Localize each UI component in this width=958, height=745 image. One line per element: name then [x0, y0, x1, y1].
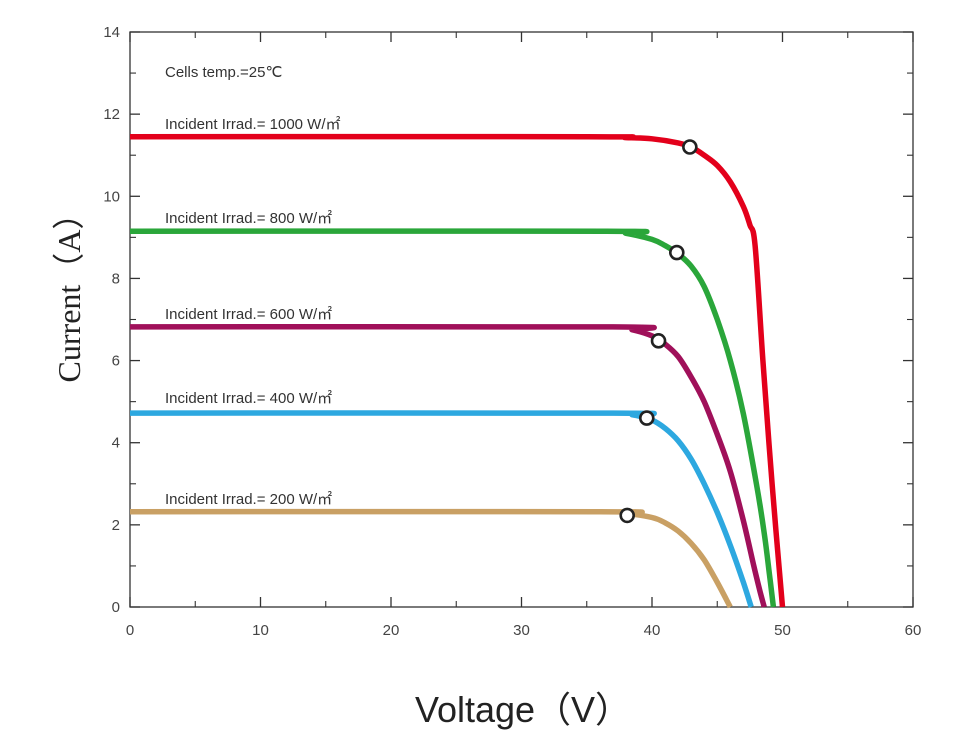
annotation-irrad-400: Incident Irrad.= 400 W/㎡ [165, 390, 332, 407]
x-tick-label: 60 [905, 622, 922, 639]
x-tick-label: 0 [126, 622, 134, 639]
mpp-point-2 [650, 333, 667, 349]
y-tick-label: 2 [112, 517, 120, 534]
series-line-3 [129, 410, 754, 608]
mpp-point-1 [668, 244, 685, 261]
mpp-point-0 [682, 139, 698, 155]
annotation-cells-temp: Cells temp.=25℃ [165, 64, 282, 81]
series-line-4 [129, 508, 733, 609]
x-tick-label: 50 [774, 622, 791, 639]
axis-ticks: 0 10 20 30 40 50 60 0 2 4 6 8 10 12 14 [103, 24, 921, 639]
y-tick-label: 6 [112, 353, 120, 370]
y-tick-label: 10 [103, 188, 120, 205]
mpp-markers [619, 139, 698, 524]
x-tick-label: 40 [644, 622, 661, 639]
y-tick-label: 12 [103, 106, 120, 123]
series-line-2 [129, 323, 767, 608]
y-axis-label: Current（A） [51, 198, 87, 383]
annotation-irrad-600: Incident Irrad.= 600 W/㎡ [165, 306, 332, 323]
annotation-irrad-800: Incident Irrad.= 800 W/㎡ [165, 210, 332, 227]
annotation-irrad-200: Incident Irrad.= 200 W/㎡ [165, 491, 332, 508]
y-tick-label: 0 [112, 599, 120, 616]
x-tick-label: 10 [252, 622, 269, 639]
y-tick-label: 14 [103, 24, 120, 41]
mpp-point-4 [619, 507, 636, 524]
series-group [129, 133, 786, 609]
mpp-point-3 [638, 410, 655, 426]
x-axis-label: Voltage（V） [415, 689, 631, 730]
y-tick-label: 4 [112, 435, 120, 452]
y-tick-label: 8 [112, 270, 120, 287]
x-tick-label: 30 [513, 622, 530, 639]
series-line-0 [129, 133, 786, 608]
x-tick-label: 20 [383, 622, 400, 639]
series-line-1 [129, 228, 777, 608]
annotation-irrad-1000: Incident Irrad.= 1000 W/㎡ [165, 116, 341, 133]
